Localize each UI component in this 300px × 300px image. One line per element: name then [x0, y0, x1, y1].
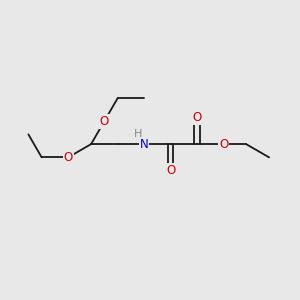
Text: O: O	[219, 138, 228, 151]
Text: N: N	[140, 138, 148, 151]
Text: O: O	[166, 164, 175, 177]
Text: O: O	[64, 151, 73, 164]
Text: O: O	[100, 115, 109, 128]
Text: O: O	[193, 111, 202, 124]
Text: H: H	[134, 129, 142, 139]
